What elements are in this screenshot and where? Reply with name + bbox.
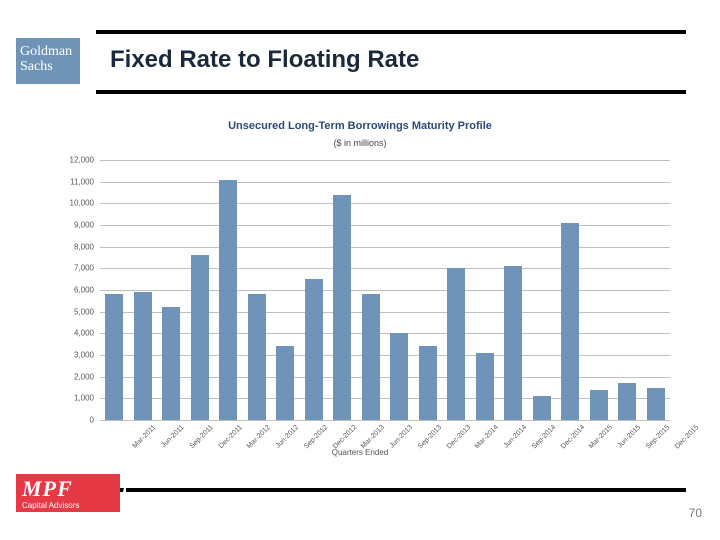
bar — [476, 353, 494, 420]
grid-line — [100, 377, 670, 378]
y-axis: 01,0002,0003,0004,0005,0006,0007,0008,00… — [40, 160, 98, 420]
bar — [248, 294, 266, 420]
grid-line — [100, 290, 670, 291]
maturity-profile-chart: Unsecured Long-Term Borrowings Maturity … — [40, 120, 680, 460]
x-axis-label: Quarters Ended — [40, 448, 680, 457]
page-number: 70 — [689, 506, 702, 520]
x-tick-label: Mar-2011 — [132, 424, 158, 450]
bar — [134, 292, 152, 420]
grid-line — [100, 247, 670, 248]
bar — [305, 279, 323, 420]
grid-line — [100, 355, 670, 356]
x-tick-label: Jun-2011 — [160, 424, 185, 449]
x-tick-label: Dec-2011 — [217, 424, 243, 450]
y-tick-label: 6,000 — [74, 286, 94, 295]
mpf-logo-text: MPF — [22, 476, 73, 502]
y-tick-label: 5,000 — [74, 307, 94, 316]
chart-title: Unsecured Long-Term Borrowings Maturity … — [40, 120, 680, 132]
bar — [590, 390, 608, 420]
x-tick-label: Jun-2015 — [616, 424, 642, 450]
rule-footer — [96, 488, 686, 492]
bar — [162, 307, 180, 420]
bar — [504, 266, 522, 420]
bar — [191, 255, 209, 420]
bar — [647, 388, 665, 421]
x-tick-label: Sep-2015 — [645, 424, 671, 450]
bar — [618, 383, 636, 420]
grid-line — [100, 398, 670, 399]
grid-line — [100, 268, 670, 269]
grid-line — [100, 203, 670, 204]
grid-line — [100, 333, 670, 334]
y-tick-label: 12,000 — [70, 156, 94, 165]
bar — [362, 294, 380, 420]
gs-logo-line2: Sachs — [20, 59, 76, 74]
x-tick-label: Jun-2012 — [274, 424, 300, 450]
bar — [105, 294, 123, 420]
x-tick-label: Mar-2015 — [588, 424, 614, 450]
x-tick-label: Mar-2012 — [246, 424, 272, 450]
mpf-logo-notch — [120, 474, 126, 512]
y-tick-label: 7,000 — [74, 264, 94, 273]
y-tick-label: 8,000 — [74, 242, 94, 251]
x-tick-label: Dec-2015 — [673, 424, 699, 450]
x-tick-label: Dec-2012 — [331, 424, 357, 450]
mpf-logo: MPF Capital Advisors — [16, 474, 120, 512]
rule-under-title — [96, 90, 686, 94]
bar — [219, 180, 237, 421]
y-tick-label: 3,000 — [74, 351, 94, 360]
x-tick-label: Jun-2013 — [388, 424, 414, 450]
x-tick-label: Mar-2013 — [360, 424, 386, 450]
goldman-sachs-logo: Goldman Sachs — [16, 38, 80, 84]
y-tick-label: 1,000 — [74, 394, 94, 403]
plot-area — [100, 160, 670, 420]
gs-logo-line1: Goldman — [20, 44, 76, 59]
bar — [561, 223, 579, 420]
x-tick-label: Sep-2013 — [417, 424, 443, 450]
y-tick-label: 0 — [90, 416, 94, 425]
chart-subtitle: ($ in millions) — [40, 138, 680, 148]
y-tick-label: 9,000 — [74, 221, 94, 230]
x-tick-label: Sep-2014 — [531, 424, 557, 450]
grid-line — [100, 182, 670, 183]
mpf-logo-sub: Capital Advisors — [22, 501, 79, 510]
grid-line — [100, 420, 670, 421]
x-tick-label: Mar-2014 — [474, 424, 500, 450]
grid-line — [100, 160, 670, 161]
bar — [276, 346, 294, 420]
bar — [390, 333, 408, 420]
x-tick-label: Jun-2014 — [502, 424, 528, 450]
slide-title: Fixed Rate to Floating Rate — [110, 46, 419, 74]
rule-top — [96, 30, 686, 34]
x-tick-label: Sep-2011 — [189, 424, 215, 450]
bar — [333, 195, 351, 420]
bar — [447, 268, 465, 420]
bar — [533, 396, 551, 420]
bar — [419, 346, 437, 420]
grid-line — [100, 225, 670, 226]
x-tick-label: Dec-2014 — [559, 424, 585, 450]
y-tick-label: 2,000 — [74, 372, 94, 381]
grid-line — [100, 312, 670, 313]
y-tick-label: 4,000 — [74, 329, 94, 338]
x-tick-label: Sep-2012 — [303, 424, 329, 450]
y-tick-label: 11,000 — [70, 177, 94, 186]
x-tick-label: Dec-2013 — [445, 424, 471, 450]
y-tick-label: 10,000 — [70, 199, 94, 208]
